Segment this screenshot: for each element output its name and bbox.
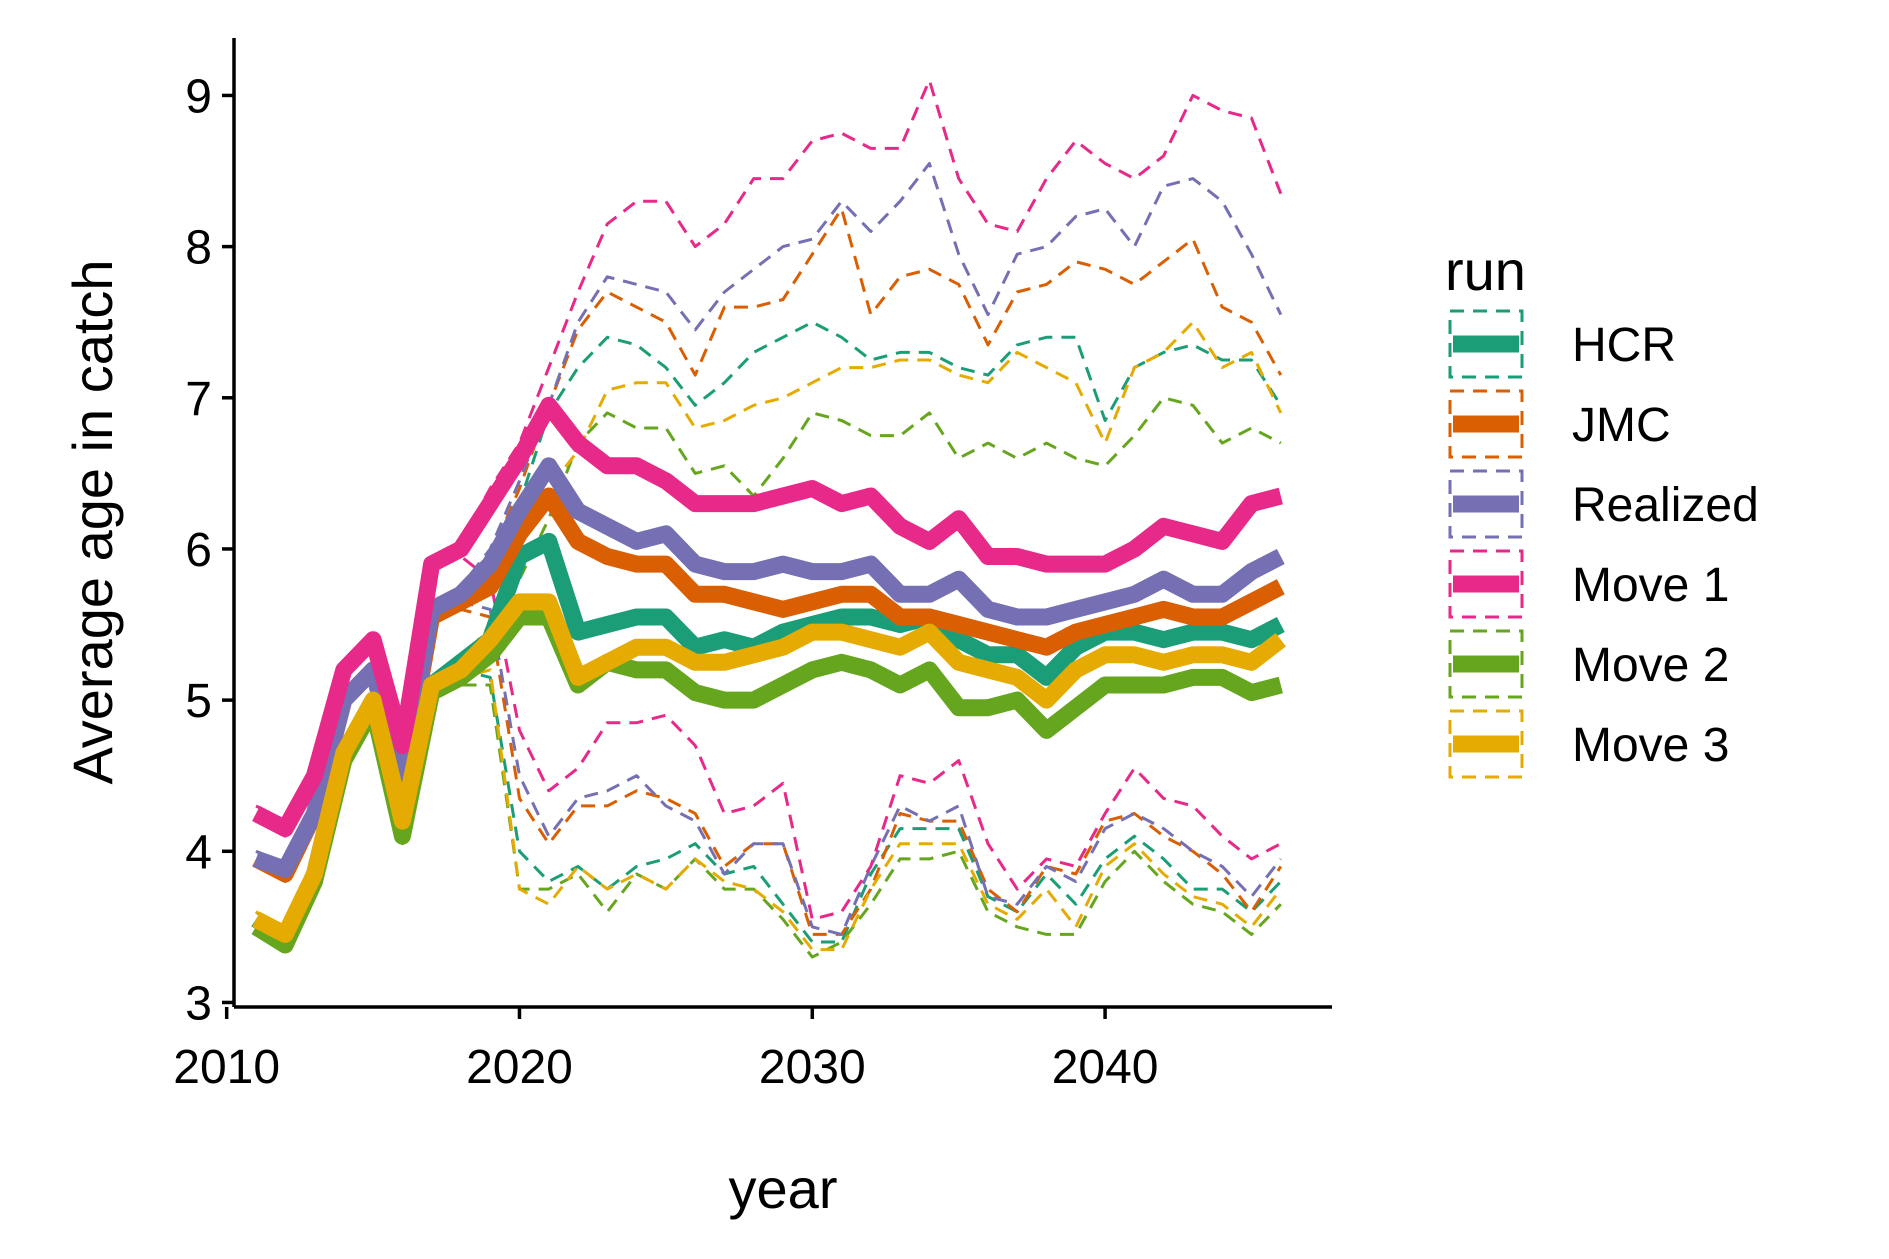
legend-key-dashed	[1448, 469, 1524, 539]
legend-label: HCR	[1572, 319, 1676, 372]
legend-label: Move 3	[1572, 719, 1729, 772]
legend-label: JMC	[1572, 399, 1671, 452]
series-upper-line	[255, 320, 1283, 929]
series-layer	[251, 78, 1286, 959]
y-tick-label: 4	[185, 826, 212, 879]
legend: run HCR JMC Realized Move 1 Move 2 Move 3	[1445, 239, 1759, 779]
x-tick-label: 2030	[759, 1041, 866, 1094]
x-axis: 2010 2020 2030 2040 year	[173, 1005, 1332, 1220]
series-mean-line	[252, 396, 1283, 838]
x-ticks: 2010 2020 2030 2040	[173, 1007, 1158, 1094]
series-mean-line	[252, 593, 1286, 943]
x-tick-label: 2010	[173, 1041, 280, 1094]
legend-key-dashed	[1448, 309, 1524, 379]
y-tick-label: 8	[185, 222, 212, 275]
legend-label: Realized	[1572, 479, 1759, 532]
y-tick-label: 5	[185, 675, 212, 728]
legend-title: run	[1445, 239, 1526, 302]
x-axis-title: year	[729, 1157, 838, 1220]
legend-key-dashed	[1448, 629, 1524, 699]
y-ticks: 3 4 5 6 7 8 9	[185, 70, 234, 1030]
x-tick-label: 2020	[466, 1041, 573, 1094]
legend-key-dashed	[1448, 389, 1524, 459]
legend-label: Move 2	[1572, 639, 1729, 692]
legend-key-dashed	[1448, 549, 1524, 619]
y-axis: 3 4 5 6 7 8 9 Average age in catch	[61, 38, 236, 1030]
legend-key-dashed	[1448, 709, 1524, 779]
y-axis-title: Average age in catch	[61, 259, 124, 784]
y-tick-label: 3	[185, 977, 212, 1030]
y-tick-label: 9	[185, 70, 212, 123]
y-tick-label: 6	[185, 524, 212, 577]
series-lower-line	[255, 668, 1282, 952]
y-tick-label: 7	[185, 373, 212, 426]
legend-items: HCR JMC Realized Move 1 Move 2 Move 3	[1448, 309, 1759, 779]
x-tick-label: 2040	[1052, 1041, 1159, 1094]
series-upper-line	[255, 396, 1282, 941]
legend-label: Move 1	[1572, 559, 1729, 612]
plot-area	[251, 78, 1286, 959]
